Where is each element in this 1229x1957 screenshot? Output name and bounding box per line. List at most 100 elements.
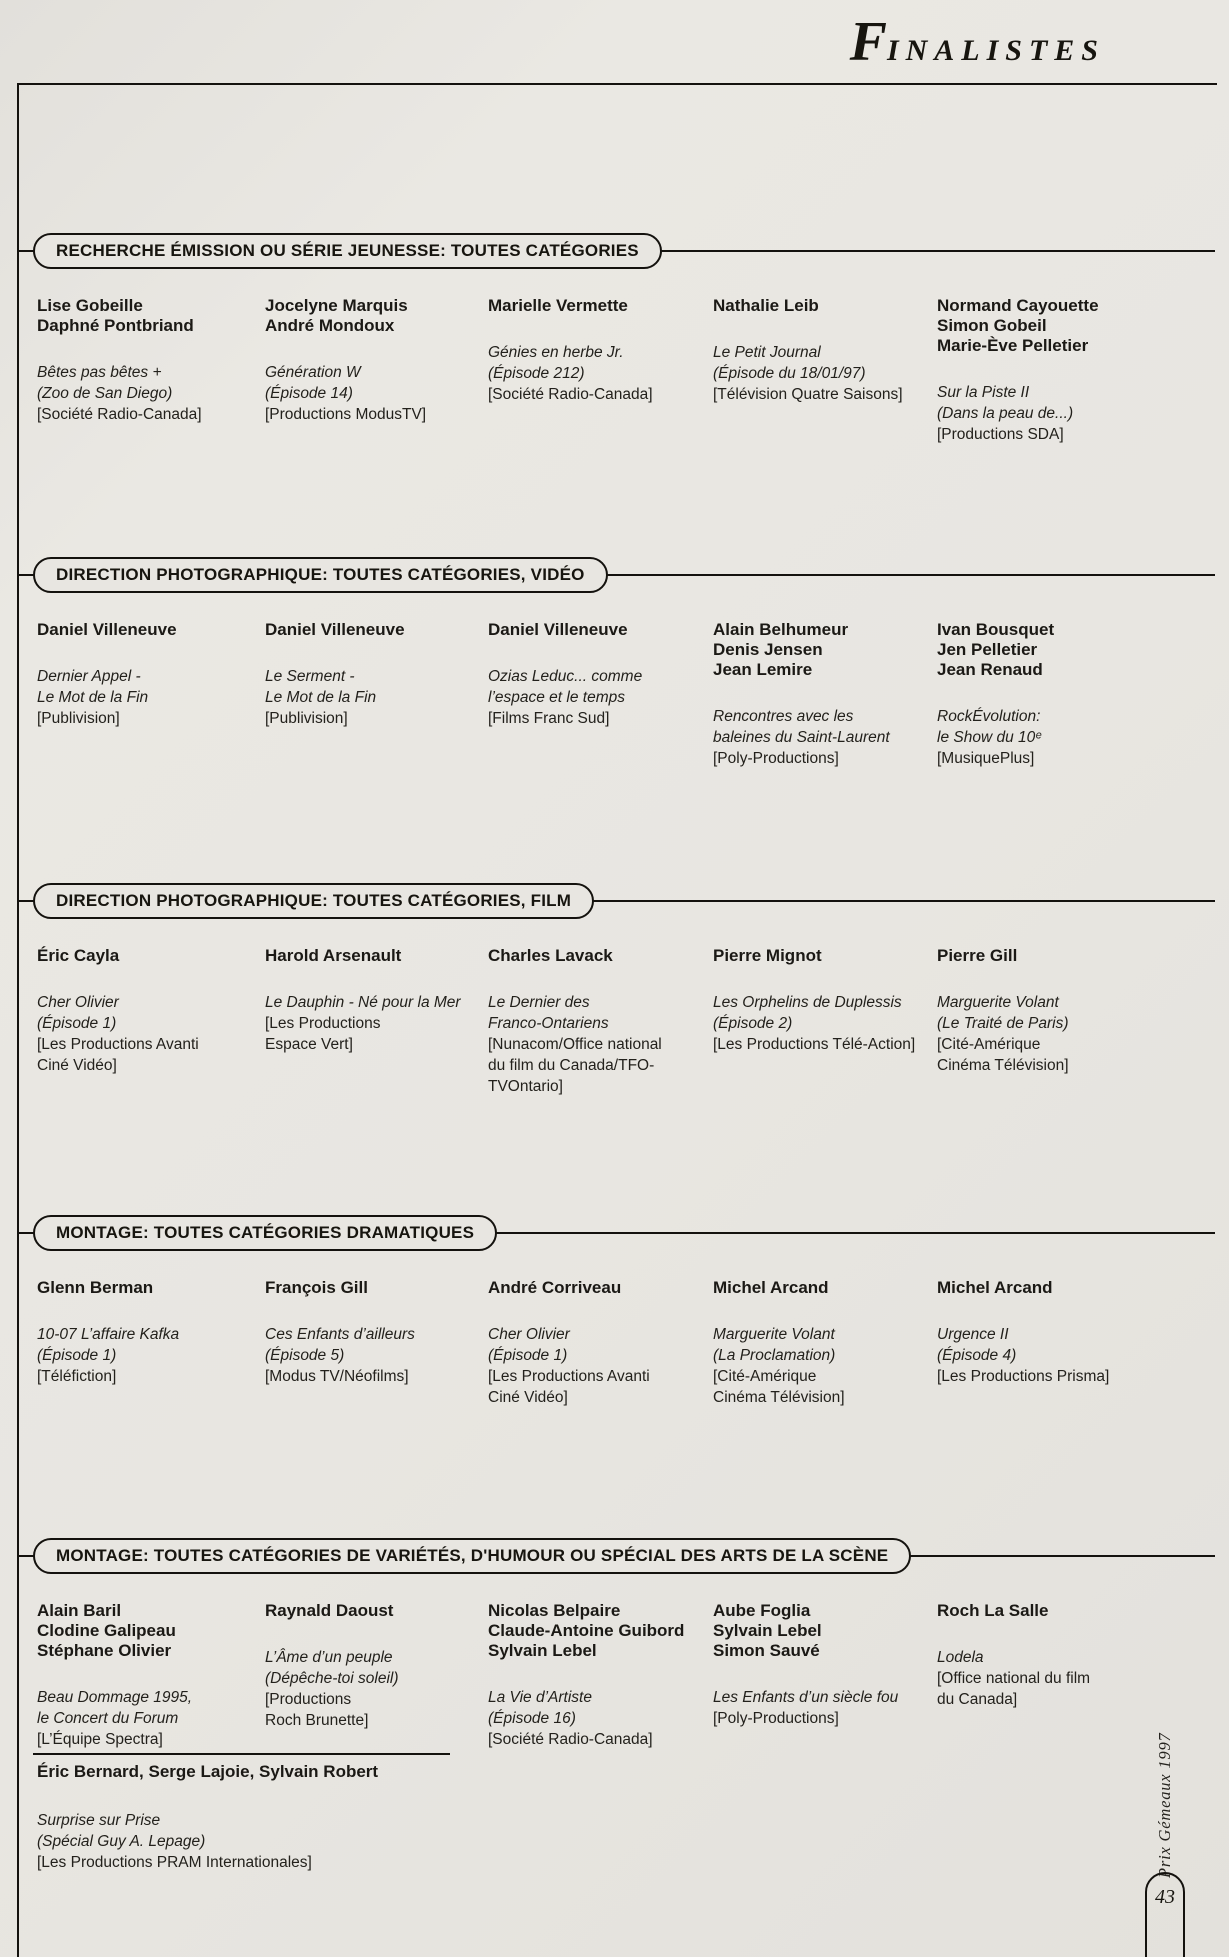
work-title: Bêtes pas bêtes + (Zoo de San Diego) <box>37 364 173 402</box>
category-rule <box>17 574 1215 576</box>
category-rule <box>17 1232 1215 1234</box>
work-title: Le Serment - Le Mot de la Fin <box>265 668 377 706</box>
finalist-names: Alain Belhumeur Denis Jensen Jean Lemire <box>713 620 849 679</box>
finalist-names: Roch La Salle <box>937 1601 1049 1620</box>
work-title: Génération W (Épisode 14) <box>265 364 361 402</box>
finalist-names: Nathalie Leib <box>713 296 819 315</box>
entry-divider-rule <box>33 1753 450 1755</box>
finalist-names: Normand Cayouette Simon Gobeil Marie-Ève… <box>937 296 1099 355</box>
production-company: [Nunacom/Office national du film du Cana… <box>488 1036 662 1095</box>
production-company: [Cité-Amérique Cinéma Télévision] <box>937 1036 1069 1074</box>
finalist-names: Alain Baril Clodine Galipeau Stéphane Ol… <box>37 1601 176 1660</box>
category-title: MONTAGE: TOUTES CATÉGORIES DRAMATIQUES <box>56 1223 475 1242</box>
category-pill: DIRECTION PHOTOGRAPHIQUE: TOUTES CATÉGOR… <box>33 883 595 919</box>
category-title: DIRECTION PHOTOGRAPHIQUE: TOUTES CATÉGOR… <box>56 891 572 910</box>
production-company: [Les Productions Avanti Ciné Vidéo] <box>37 1036 199 1074</box>
finalist-entry: Éric Cayla Cher Olivier (Épisode 1) [Les… <box>37 946 265 1097</box>
finalist-names: Harold Arsenault <box>265 946 402 965</box>
production-company: [Société Radio-Canada] <box>488 386 653 403</box>
work-title: Les Enfants d’un siècle fou <box>713 1689 899 1706</box>
work-title: Génies en herbe Jr. (Épisode 212) <box>488 344 624 382</box>
finalist-entry: Glenn Berman 10-07 L’affaire Kafka (Épis… <box>37 1278 265 1408</box>
page-title: FINALISTES <box>0 14 1105 70</box>
finalist-entry: François Gill Ces Enfants d’ailleurs (Ép… <box>265 1278 488 1408</box>
finalist-entry: Ivan Bousquet Jen Pelletier Jean Renaud … <box>937 620 1199 769</box>
finalist-entry: Roch La Salle Lodela [Office national du… <box>937 1601 1199 1750</box>
work-title: Les Orphelins de Duplessis (Épisode 2) <box>713 994 902 1032</box>
finalist-entry: Harold Arsenault Le Dauphin - Né pour la… <box>265 946 488 1097</box>
work-title: Cher Olivier (Épisode 1) <box>37 994 119 1032</box>
work-title: La Vie d’Artiste (Épisode 16) <box>488 1689 592 1727</box>
production-company: [Société Radio-Canada] <box>488 1731 653 1748</box>
work-title: Ozias Leduc... comme l’espace et le temp… <box>488 668 643 706</box>
finalist-entry: Alain Baril Clodine Galipeau Stéphane Ol… <box>37 1601 265 1750</box>
page-number-badge: 43 <box>1145 1872 1185 1957</box>
production-company: [Publivision] <box>37 710 120 727</box>
finalists-grid: Lise Gobeille Daphné Pontbriand Bêtes pa… <box>0 296 1229 445</box>
finalist-entry: Nicolas Belpaire Claude-Antoine Guibord … <box>488 1601 713 1750</box>
production-company: [Modus TV/Néofilms] <box>265 1368 409 1385</box>
finalist-entry-extra: Éric Bernard, Serge Lajoie, Sylvain Robe… <box>37 1762 507 1873</box>
finalist-names: Marielle Vermette <box>488 296 628 315</box>
finalist-names: Éric Bernard, Serge Lajoie, Sylvain Robe… <box>37 1762 379 1781</box>
production-company: [Productions SDA] <box>937 426 1064 443</box>
category-header-row: DIRECTION PHOTOGRAPHIQUE: TOUTES CATÉGOR… <box>0 883 1229 919</box>
finalist-names: Jocelyne Marquis André Mondoux <box>265 296 408 335</box>
production-company: [Société Radio-Canada] <box>37 406 202 423</box>
production-company: [Poly-Productions] <box>713 750 839 767</box>
page-number: 43 <box>1155 1886 1175 1908</box>
finalist-entry: Michel Arcand Urgence II (Épisode 4) [Le… <box>937 1278 1199 1408</box>
work-title: Cher Olivier (Épisode 1) <box>488 1326 570 1364</box>
category-section-montage-varietes: MONTAGE: TOUTES CATÉGORIES DE VARIÉTÉS, … <box>0 1538 1229 1750</box>
category-title: RECHERCHE ÉMISSION OU SÉRIE JEUNESSE: TO… <box>56 241 639 260</box>
production-company: [Films Franc Sud] <box>488 710 610 727</box>
production-company: [Télévision Quatre Saisons] <box>713 386 903 403</box>
work-title: Le Petit Journal (Épisode du 18/01/97) <box>713 344 866 382</box>
work-title: RockÉvolution: le Show du 10ᵉ <box>937 708 1042 746</box>
production-company: [Productions ModusTV] <box>265 406 427 423</box>
finalist-names: Daniel Villeneuve <box>488 620 628 639</box>
production-company: [Les Productions Télé-Action] <box>713 1036 916 1053</box>
finalist-entry: Lise Gobeille Daphné Pontbriand Bêtes pa… <box>37 296 265 445</box>
work-title: Le Dernier des Franco-Ontariens <box>488 994 609 1032</box>
work-title: Lodela <box>937 1649 984 1666</box>
finalist-entry: Raynald Daoust L’Âme d’un peuple (Dépêch… <box>265 1601 488 1750</box>
production-company: [Poly-Productions] <box>713 1710 839 1727</box>
category-header-row: RECHERCHE ÉMISSION OU SÉRIE JEUNESSE: TO… <box>0 233 1229 269</box>
finalists-grid: Éric Cayla Cher Olivier (Épisode 1) [Les… <box>0 946 1229 1097</box>
category-header-row: DIRECTION PHOTOGRAPHIQUE: TOUTES CATÉGOR… <box>0 557 1229 593</box>
category-pill: RECHERCHE ÉMISSION OU SÉRIE JEUNESSE: TO… <box>33 233 662 269</box>
finalist-entry: Charles Lavack Le Dernier des Franco-Ont… <box>488 946 713 1097</box>
finalist-names: Aube Foglia Sylvain Lebel Simon Sauvé <box>713 1601 822 1660</box>
production-company: [Téléfiction] <box>37 1368 117 1385</box>
finalist-names: Nicolas Belpaire Claude-Antoine Guibord … <box>488 1601 685 1660</box>
header-rule <box>17 83 1217 85</box>
work-title: L’Âme d’un peuple (Dépêche-toi soleil) <box>265 1649 399 1687</box>
category-title: DIRECTION PHOTOGRAPHIQUE: TOUTES CATÉGOR… <box>56 565 585 584</box>
work-title: Surprise sur Prise (Spécial Guy A. Lepag… <box>37 1812 206 1850</box>
finalist-names: François Gill <box>265 1278 368 1297</box>
finalist-names: Pierre Mignot <box>713 946 822 965</box>
finalist-names: Daniel Villeneuve <box>265 620 405 639</box>
category-header-row: MONTAGE: TOUTES CATÉGORIES DE VARIÉTÉS, … <box>0 1538 1229 1574</box>
finalist-names: Éric Cayla <box>37 946 120 965</box>
finalist-names: Ivan Bousquet Jen Pelletier Jean Renaud <box>937 620 1055 679</box>
production-company: [Cité-Amérique Cinéma Télévision] <box>713 1368 845 1406</box>
finalist-names: Michel Arcand <box>937 1278 1053 1297</box>
category-section-direction-photo-film: DIRECTION PHOTOGRAPHIQUE: TOUTES CATÉGOR… <box>0 883 1229 1097</box>
finalist-entry: Michel Arcand Marguerite Volant (La Proc… <box>713 1278 937 1408</box>
finalist-names: André Corriveau <box>488 1278 622 1297</box>
production-company: [Les Productions Prisma] <box>937 1368 1110 1385</box>
category-header-row: MONTAGE: TOUTES CATÉGORIES DRAMATIQUES <box>0 1215 1229 1251</box>
category-rule <box>17 900 1215 902</box>
work-title: Dernier Appel - Le Mot de la Fin <box>37 668 149 706</box>
finalist-names: Lise Gobeille Daphné Pontbriand <box>37 296 194 335</box>
work-title: Ces Enfants d’ailleurs (Épisode 5) <box>265 1326 415 1364</box>
work-title: 10-07 L’affaire Kafka (Épisode 1) <box>37 1326 180 1364</box>
finalist-entry: Daniel Villeneuve Le Serment - Le Mot de… <box>265 620 488 769</box>
finalist-entry: Daniel Villeneuve Ozias Leduc... comme l… <box>488 620 713 769</box>
work-title: Marguerite Volant (La Proclamation) <box>713 1326 836 1364</box>
finalist-entry: Daniel Villeneuve Dernier Appel - Le Mot… <box>37 620 265 769</box>
finalist-entry: Marielle Vermette Génies en herbe Jr. (É… <box>488 296 713 445</box>
finalist-entry: Pierre Mignot Les Orphelins de Duplessis… <box>713 946 937 1097</box>
